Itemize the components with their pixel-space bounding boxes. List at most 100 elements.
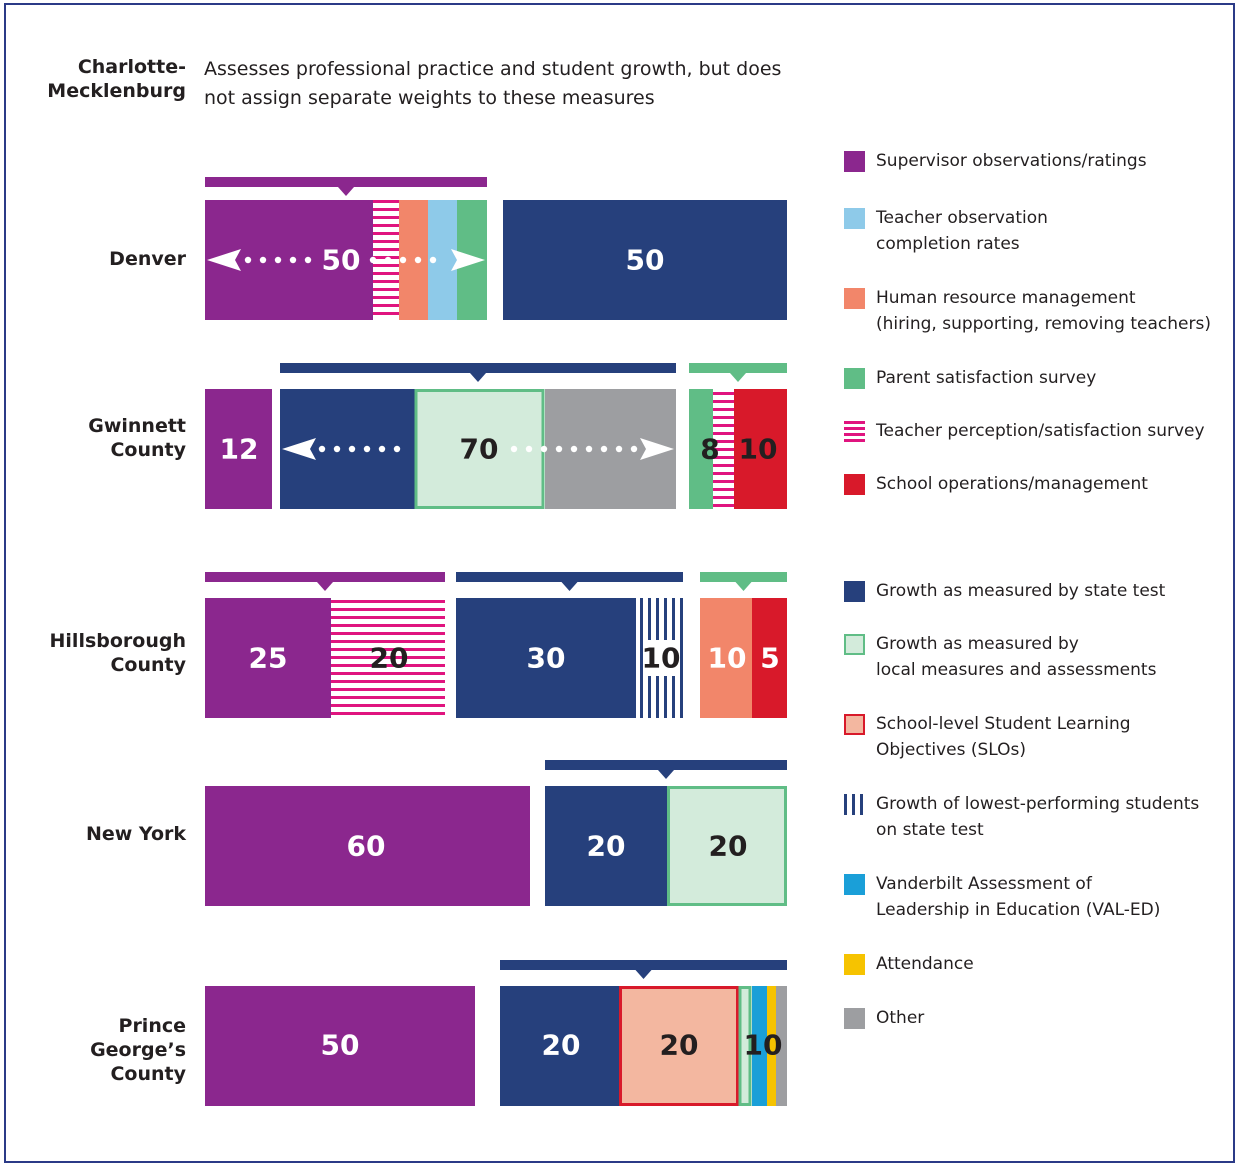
dot-gwinnett bbox=[570, 445, 578, 453]
pg-growth-bracket-pointer bbox=[635, 970, 652, 979]
label-gwinnett-survey: 8 bbox=[700, 433, 719, 466]
bar-pg-attendance bbox=[767, 986, 776, 1106]
legend-text: Growth of lowest-performing students on … bbox=[876, 794, 1200, 840]
bar-pg-valed bbox=[752, 986, 767, 1106]
legend-text: Attendance bbox=[876, 954, 974, 974]
row-label-denver: Denver bbox=[109, 248, 186, 270]
dot-denver bbox=[429, 256, 437, 264]
row-label-hillsborough: Hillsborough County bbox=[49, 630, 186, 676]
legend-swatch-growth-local bbox=[844, 634, 865, 655]
bar-gwinnett-parent bbox=[689, 389, 713, 509]
gwinnett-growth-bracket-bar bbox=[280, 363, 676, 373]
label-pg-growth-state: 20 bbox=[542, 1029, 581, 1062]
legend-text: Teacher perception/satisfaction survey bbox=[876, 421, 1205, 441]
bar-denver-growth-state bbox=[503, 200, 787, 320]
dot-denver bbox=[414, 256, 422, 264]
label-hillsborough-teacher-survey: 20 bbox=[370, 642, 409, 675]
dot-gwinnett bbox=[510, 445, 518, 453]
dot-denver bbox=[259, 256, 267, 264]
bar-gwinnett-teacher-survey bbox=[713, 389, 734, 509]
dot-gwinnett bbox=[363, 445, 371, 453]
bar-hillsborough-hr bbox=[700, 598, 752, 718]
dot-gwinnett bbox=[540, 445, 548, 453]
dot-denver bbox=[289, 256, 297, 264]
dot-denver bbox=[369, 256, 377, 264]
legend-swatch-slo bbox=[844, 714, 865, 735]
label-denver-practice: 50 bbox=[322, 244, 361, 277]
chart-frame bbox=[4, 3, 1235, 1163]
dot-gwinnett bbox=[318, 445, 326, 453]
gwinnett-growth-bracket-pointer bbox=[470, 373, 486, 382]
legend-swatch-growth-state bbox=[844, 581, 865, 602]
legend-swatch-lowest bbox=[844, 794, 863, 815]
dot-gwinnett bbox=[333, 445, 341, 453]
label-newyork-supervisor: 60 bbox=[347, 830, 386, 863]
label-hillsborough-lowest: 10 bbox=[642, 642, 681, 675]
denver-practice-bracket-pointer bbox=[338, 187, 354, 196]
arrow-right-denver bbox=[451, 249, 485, 271]
dot-gwinnett bbox=[555, 445, 563, 453]
bar-pg-growth-state bbox=[500, 986, 619, 1106]
legend-text: Teacher observation completion rates bbox=[876, 208, 1048, 254]
arrow-left-gwinnett bbox=[282, 438, 316, 460]
bar-gwinnett-operations bbox=[734, 389, 787, 509]
legend-text: Supervisor observations/ratings bbox=[876, 151, 1147, 171]
row-label-princegeorges: Prince George’s County bbox=[90, 1015, 186, 1085]
charlotte-description: Assesses professional practice and stude… bbox=[204, 58, 782, 109]
arrow-right-gwinnett bbox=[640, 438, 674, 460]
bar-hillsborough-supervisor bbox=[205, 598, 331, 718]
dot-gwinnett bbox=[630, 445, 638, 453]
label-gwinnett-supervisor: 12 bbox=[220, 433, 259, 466]
dot-denver bbox=[244, 256, 252, 264]
hillsborough-practice-bracket-pointer bbox=[317, 582, 333, 591]
denver-practice-bracket-bar bbox=[205, 177, 487, 187]
legend-swatch-valed bbox=[844, 874, 865, 895]
legend-swatch-attendance bbox=[844, 954, 865, 975]
bar-newyork-growth-state bbox=[545, 786, 667, 906]
legend-swatch-teacher-obs bbox=[844, 208, 865, 229]
label-pg-other: 10 bbox=[744, 1029, 783, 1062]
label-pg-slo: 20 bbox=[660, 1029, 699, 1062]
bar-hillsborough-operations bbox=[752, 598, 787, 718]
row-label-gwinnett: Gwinnett County bbox=[88, 415, 186, 461]
label-denver-growth-state: 50 bbox=[626, 244, 665, 277]
dot-gwinnett bbox=[615, 445, 623, 453]
dot-gwinnett bbox=[525, 445, 533, 453]
dot-gwinnett bbox=[585, 445, 593, 453]
dot-gwinnett bbox=[393, 445, 401, 453]
dot-denver bbox=[304, 256, 312, 264]
bar-pg-other bbox=[776, 986, 787, 1106]
label-hillsborough-growth-state: 30 bbox=[527, 642, 566, 675]
bar-hillsborough-growth-state bbox=[456, 598, 636, 718]
label-gwinnett-growth: 70 bbox=[460, 433, 499, 466]
gwinnett-survey-bracket-bar bbox=[689, 363, 787, 373]
dot-gwinnett bbox=[378, 445, 386, 453]
bar-hillsborough-teacher-survey bbox=[331, 598, 445, 718]
legend-text: Growth as measured by state test bbox=[876, 581, 1166, 601]
dot-denver bbox=[274, 256, 282, 264]
legend-text: School-level Student Learning Objectives… bbox=[876, 714, 1131, 760]
label-gwinnett-operations: 10 bbox=[739, 433, 778, 466]
dot-gwinnett bbox=[600, 445, 608, 453]
legend-text: Parent satisfaction survey bbox=[876, 368, 1097, 388]
label-hillsborough-supervisor: 25 bbox=[249, 642, 288, 675]
legend-swatch-operations bbox=[844, 474, 865, 495]
bar-newyork-growth-local bbox=[667, 786, 787, 906]
legend-swatch-supervisor bbox=[844, 151, 865, 172]
bar-newyork-supervisor bbox=[205, 786, 530, 906]
dot-gwinnett bbox=[348, 445, 356, 453]
pg-growth-bracket-bar bbox=[500, 960, 787, 970]
label-pg-supervisor: 50 bbox=[321, 1029, 360, 1062]
legend-swatch-hr bbox=[844, 288, 865, 309]
legend-text: Human resource management (hiring, suppo… bbox=[876, 288, 1211, 334]
hillsborough-practice-bracket-bar bbox=[205, 572, 445, 582]
legend-swatch-parent bbox=[844, 368, 865, 389]
hillsborough-other-bracket-pointer bbox=[735, 582, 752, 591]
newyork-growth-bracket-bar bbox=[545, 760, 787, 770]
legend-text: Other bbox=[876, 1008, 925, 1028]
dot-denver bbox=[384, 256, 392, 264]
newyork-growth-bracket-pointer bbox=[658, 770, 674, 779]
bar-pg-slo bbox=[619, 986, 739, 1106]
hillsborough-growth-bracket-pointer bbox=[561, 582, 578, 591]
